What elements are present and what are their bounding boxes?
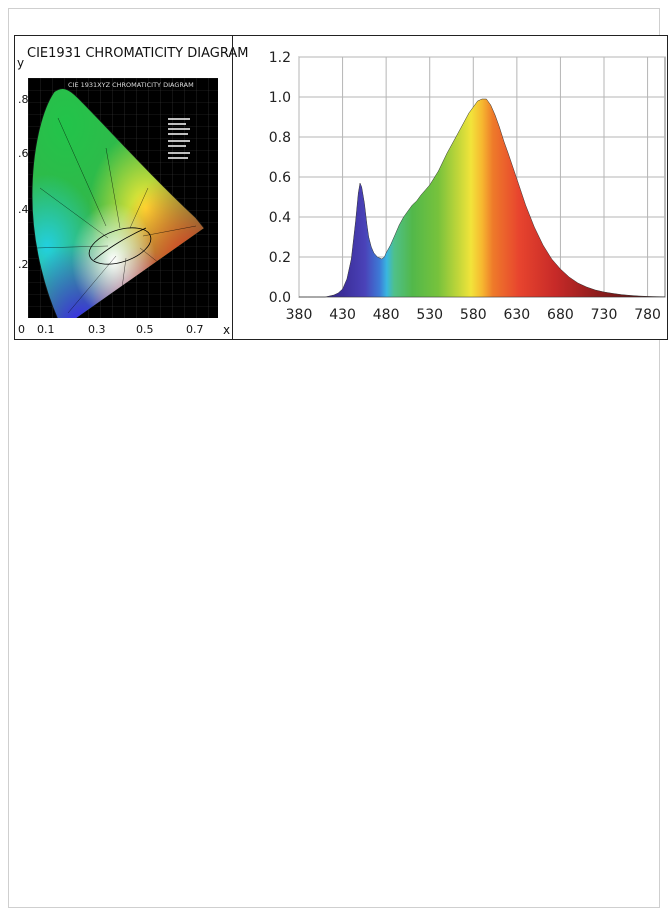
cie-y-axis-label: y	[17, 56, 25, 70]
figure-panel: CIE1931 CHROMATICITY DIAGRAM y x .8 .6 .…	[14, 35, 668, 340]
cie-x-tick: 0.3	[88, 323, 106, 336]
y-tick-label: 1.0	[269, 90, 291, 106]
x-tick-label: 530	[416, 307, 443, 323]
cie-inner-title: CIE 1931XYZ CHROMATICITY DIAGRAM	[68, 81, 194, 89]
cie-x-tick: 0.1	[37, 323, 55, 336]
spectrum-chart: 0.0 0.2 0.4 0.6 0.8 1.0 1.2 380 430 480 530 580 630 6…	[269, 50, 666, 323]
x-tick-label: 780	[634, 307, 661, 323]
cie-y-tick: .2	[18, 258, 29, 271]
cie-y-tick: .6	[18, 147, 29, 160]
x-tick-label: 480	[373, 307, 400, 323]
x-tick-label: 380	[286, 307, 313, 323]
cie-y-tick: .8	[18, 93, 29, 106]
x-tick-label: 580	[460, 307, 487, 323]
cie-x-tick: 0	[18, 323, 25, 336]
cie-x-tick: 0.7	[186, 323, 204, 336]
y-tick-label: 1.2	[269, 50, 291, 66]
cie-x-axis-label: x	[223, 323, 231, 337]
x-tick-label: 680	[547, 307, 574, 323]
cie-x-tick: 0.5	[136, 323, 154, 336]
x-tick-label: 630	[503, 307, 530, 323]
y-tick-label: 0.6	[269, 170, 291, 186]
y-tick-label: 0.2	[269, 250, 291, 266]
cie-title: CIE1931 CHROMATICITY DIAGRAM	[27, 46, 249, 61]
panel-divider	[232, 36, 233, 339]
y-tick-label: 0.4	[269, 210, 291, 226]
cie-chromaticity-image: CIE 1931XYZ CHROMATICITY DIAGRAM	[28, 78, 218, 318]
y-tick-label: 0.8	[269, 130, 291, 146]
x-tick-label: 730	[591, 307, 618, 323]
spectrum-area	[299, 98, 666, 298]
x-tick-label: 430	[329, 307, 356, 323]
cie-y-tick: .4	[18, 203, 29, 216]
page-frame	[8, 8, 660, 908]
y-tick-label: 0.0	[269, 290, 291, 306]
